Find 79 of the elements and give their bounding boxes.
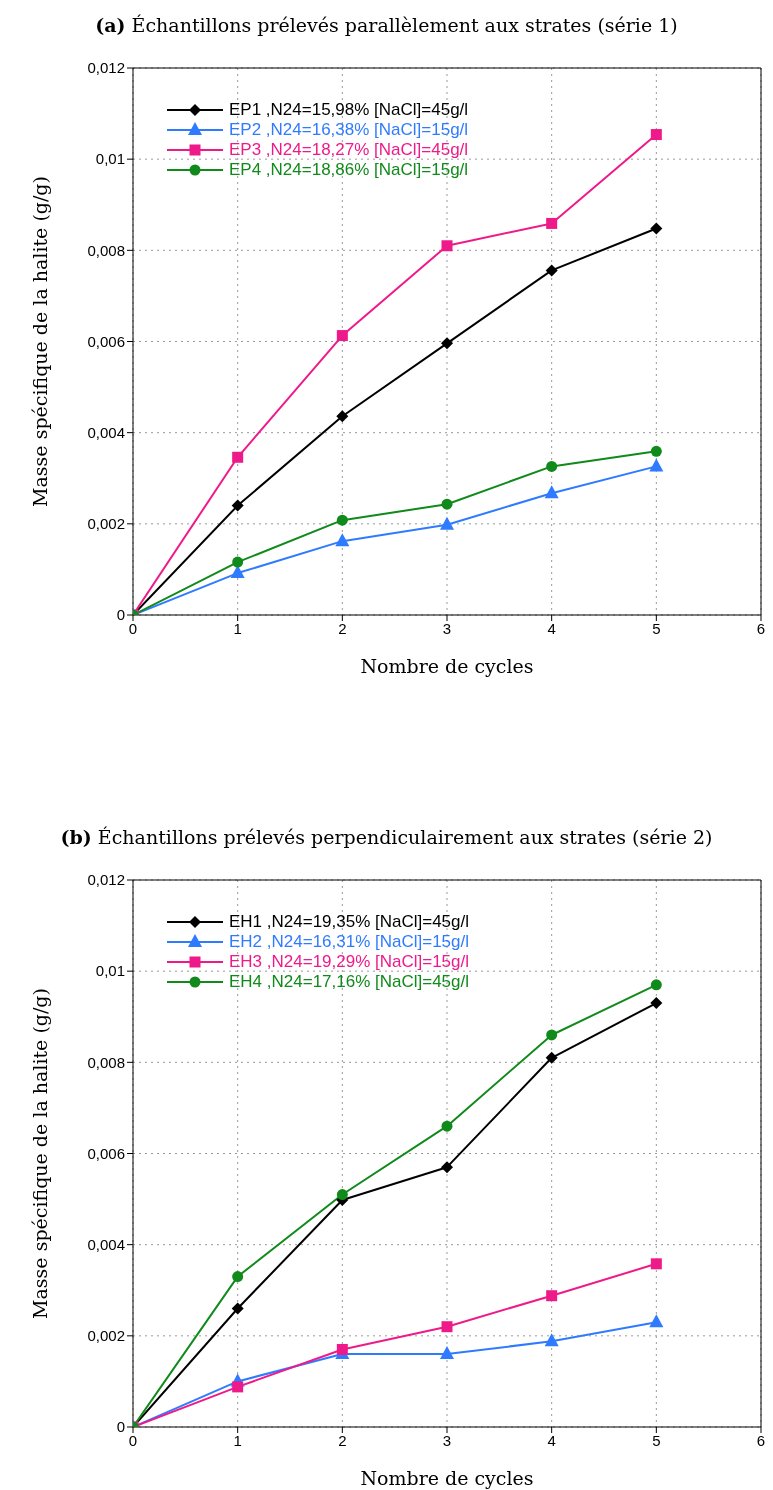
x-tick-label: 5 [652, 1431, 661, 1449]
point [650, 1258, 662, 1270]
x-axis-title: Nombre de cycles [360, 655, 534, 677]
x-tick-label: 0 [128, 619, 138, 637]
point [336, 1344, 348, 1356]
point [336, 410, 349, 423]
y-tick-label: 0,01 [95, 150, 125, 168]
point [545, 264, 558, 277]
y-tick-label: 0,004 [87, 423, 125, 441]
x-tick-label: 2 [338, 619, 347, 637]
y-tick-label: 0,012 [87, 871, 125, 889]
point [545, 1051, 558, 1064]
point [232, 556, 244, 568]
point [336, 330, 348, 342]
point [336, 514, 348, 526]
x-tick-label: 3 [442, 619, 452, 637]
point [441, 240, 453, 252]
point [546, 217, 558, 229]
chart-title: (b) Échantillons prélevés perpendiculairement aux strates (série 2) [59, 825, 714, 850]
chart-title: (a) Échantillons prélevés parallèlement aux strates (série 1) [94, 13, 679, 38]
point [232, 451, 244, 463]
point [440, 516, 454, 530]
x-tick-label: 6 [756, 1431, 766, 1449]
y-tick-label: 0,008 [87, 241, 125, 259]
x-tick-label: 4 [547, 619, 556, 637]
legend-label: EP4 ,N24=18,86% [NaCl]=15g/l [229, 160, 469, 180]
y-axis-title: Masse spécifique de la halite (g/g) [28, 176, 51, 507]
point [546, 1290, 558, 1302]
point [336, 1189, 348, 1201]
point [440, 1346, 454, 1360]
point [546, 1029, 558, 1041]
legend-label: EH1 ,N24=19,35% [NaCl]=45g/l [229, 912, 470, 932]
y-tick-label: 0,01 [95, 962, 125, 980]
x-tick-label: 1 [233, 619, 242, 637]
y-tick-label: 0,002 [87, 515, 125, 533]
point [232, 1381, 244, 1393]
point [232, 1271, 244, 1283]
y-tick-label: 0 [116, 606, 125, 624]
point [544, 1333, 559, 1347]
point [230, 565, 245, 579]
point [650, 445, 662, 457]
y-tick-label: 0,012 [87, 59, 125, 77]
legend-label: EH2 ,N24=16,31% [NaCl]=15g/l [229, 932, 470, 952]
point [546, 460, 558, 472]
y-tick-label: 0,002 [87, 1327, 125, 1345]
x-tick-label: 1 [233, 1431, 242, 1449]
legend-label: EH3 ,N24=19,29% [NaCl]=15g/l [229, 952, 470, 972]
point [441, 337, 453, 350]
x-tick-label: 6 [756, 619, 766, 637]
point [650, 222, 663, 235]
y-axis-title: Masse spécifique de la halite (g/g) [28, 988, 51, 1319]
point [441, 1321, 453, 1333]
point [441, 498, 453, 510]
x-tick-label: 0 [128, 1431, 138, 1449]
point [650, 997, 663, 1010]
x-tick-label: 5 [652, 619, 661, 637]
point [335, 533, 350, 547]
y-tick-label: 0,004 [87, 1235, 125, 1253]
legend-label: EP2 ,N24=16,38% [NaCl]=15g/l [229, 120, 469, 140]
point [544, 485, 559, 499]
point [650, 979, 662, 991]
y-tick-label: 0,008 [87, 1053, 125, 1071]
point [649, 458, 664, 472]
point [441, 1120, 453, 1132]
point [650, 129, 662, 141]
y-tick-label: 0 [116, 1418, 125, 1436]
point [231, 1302, 244, 1315]
point [441, 1161, 453, 1174]
legend-label: EP3 ,N24=18,27% [NaCl]=45g/l [229, 140, 469, 160]
point [649, 1314, 664, 1328]
y-tick-label: 0,006 [87, 1144, 125, 1162]
point [231, 499, 244, 512]
x-tick-label: 2 [338, 1431, 347, 1449]
y-tick-label: 0,006 [87, 332, 125, 350]
legend-label: EP1 ,N24=15,98% [NaCl]=45g/l [229, 100, 469, 120]
legend-label: EH4 ,N24=17,16% [NaCl]=45g/l [229, 972, 470, 992]
x-tick-label: 4 [547, 1431, 556, 1449]
x-axis-title: Nombre de cycles [360, 1467, 534, 1489]
x-tick-label: 3 [442, 1431, 452, 1449]
